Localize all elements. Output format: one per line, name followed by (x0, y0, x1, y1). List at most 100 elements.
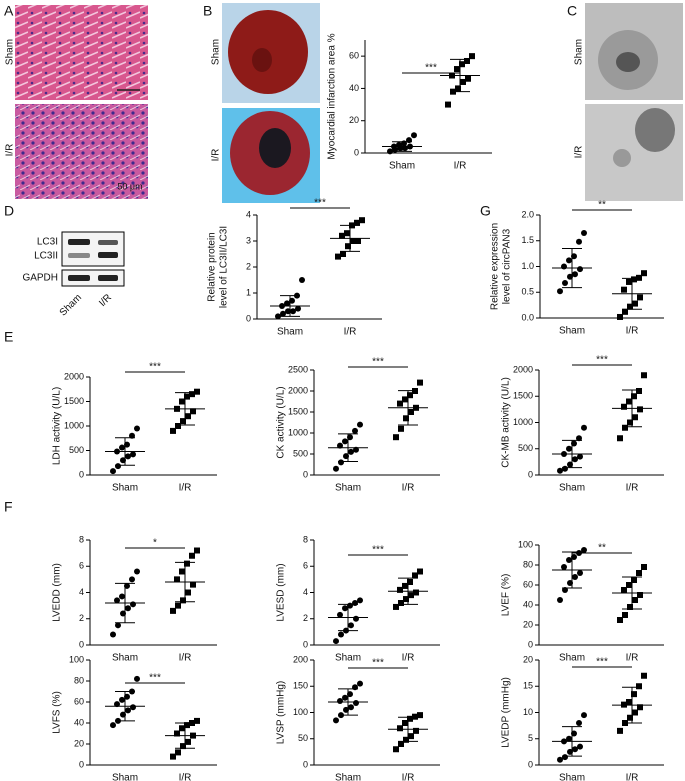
y-tick-label: 2 (303, 613, 308, 623)
data-point (180, 418, 186, 425)
data-point (631, 691, 637, 698)
x-tick-label: Sham (112, 773, 138, 781)
data-point (180, 597, 186, 604)
y-tick-label: 200 (293, 654, 308, 664)
data-point (566, 445, 572, 452)
y-tick-label: 8 (303, 534, 308, 544)
y-tick-label: 4 (303, 587, 308, 597)
data-point (621, 587, 627, 593)
y-tick-label: 0 (303, 469, 308, 479)
y-tick-label: 1000 (513, 417, 533, 427)
y-tick-label: 1 (246, 287, 251, 297)
data-point (110, 722, 116, 729)
data-point (402, 396, 408, 403)
data-point (184, 560, 190, 567)
y-axis-label: LVEDD (mm) (52, 563, 63, 622)
data-point (129, 576, 135, 583)
data-point (179, 398, 185, 405)
data-point (119, 444, 125, 451)
data-point (413, 727, 419, 734)
y-tick-label: 100 (293, 707, 308, 717)
data-point (631, 393, 637, 400)
data-point (170, 753, 176, 760)
data-point (398, 425, 404, 432)
data-point (402, 582, 408, 589)
y-axis-label: LVEF (%) (501, 574, 512, 617)
y-tick-label: 6 (303, 561, 308, 571)
data-point (344, 230, 350, 237)
data-point (412, 572, 418, 579)
y-tick-label: 6 (79, 561, 84, 571)
y-tick-label: 100 (69, 654, 84, 664)
data-point (337, 611, 343, 618)
data-point (627, 714, 633, 721)
data-point (562, 465, 568, 472)
data-point (454, 66, 460, 73)
data-point (577, 743, 583, 750)
data-point (581, 712, 587, 719)
data-point (357, 421, 363, 428)
data-point (617, 435, 623, 442)
scale-label: 50 μm (117, 181, 142, 191)
data-point (275, 313, 281, 320)
significance-label: *** (372, 545, 384, 556)
data-point (411, 132, 417, 139)
data-point (359, 217, 365, 224)
panel-letter: D (4, 203, 14, 219)
x-tick-label: I/R (626, 326, 639, 337)
data-point (459, 61, 465, 68)
data-point (417, 568, 423, 575)
data-point (189, 391, 195, 398)
y-tick-label: 2 (79, 613, 84, 623)
y-tick-label: 60 (74, 696, 84, 706)
significance-label: *** (425, 63, 437, 74)
x-tick-label: I/R (179, 653, 192, 664)
data-point (403, 596, 409, 603)
y-tick-label: 0 (246, 313, 251, 323)
data-point (397, 725, 403, 732)
y-tick-label: 60 (523, 579, 533, 589)
data-point (333, 465, 339, 472)
y-tick-label: 60 (349, 51, 359, 61)
y-tick-label: 1.0 (521, 261, 534, 271)
data-point (402, 720, 408, 726)
data-point (353, 446, 359, 453)
data-point (455, 85, 461, 92)
y-tick-label: 0 (528, 759, 533, 769)
data-point (174, 576, 180, 583)
x-tick-label: Sham (559, 326, 585, 337)
data-point (407, 715, 413, 722)
blot (61, 231, 125, 267)
data-point (631, 276, 637, 283)
data-point (175, 602, 181, 609)
y-tick-label: 40 (74, 717, 84, 727)
y-tick-label: 20 (349, 115, 359, 125)
band-label: LC3I (37, 237, 58, 248)
y-axis-label: CK activity (U/L) (276, 386, 287, 458)
y-tick-label: 2.0 (521, 209, 534, 219)
data-point (110, 468, 116, 475)
data-point (170, 607, 176, 614)
data-point (408, 409, 414, 415)
data-point (179, 725, 185, 732)
data-point (626, 699, 632, 705)
data-point (627, 419, 633, 426)
y-axis-label: level of LC3II/LC3I (219, 226, 230, 308)
data-point (352, 684, 358, 691)
data-point (398, 741, 404, 747)
data-point (617, 313, 623, 320)
y-tick-label: 80 (74, 675, 84, 685)
data-point (465, 75, 471, 82)
data-point (134, 568, 140, 575)
data-point (408, 733, 414, 740)
y-tick-label: 1.5 (521, 235, 534, 245)
data-point (557, 467, 563, 474)
y-tick-label: 0 (528, 639, 533, 649)
y-tick-label: 500 (69, 445, 84, 455)
panel-letter: C (567, 3, 577, 19)
x-tick-label: Sham (335, 773, 361, 781)
significance-label: *** (372, 357, 384, 368)
x-tick-label: Sham (335, 483, 361, 494)
y-tick-label: 4 (79, 587, 84, 597)
data-point (572, 456, 578, 463)
